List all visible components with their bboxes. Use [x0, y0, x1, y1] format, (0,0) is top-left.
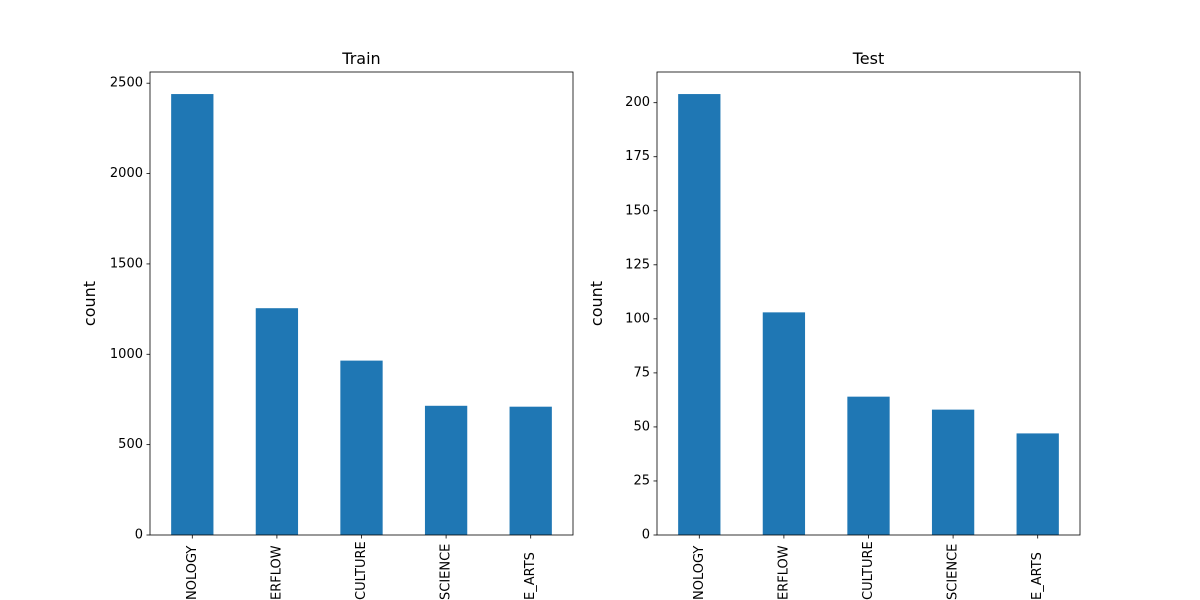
bar-test-5 [1016, 433, 1059, 535]
x-tick-label-test-1: NOLOGY [692, 546, 707, 600]
y-tick-label-test-6: 150 [625, 203, 650, 218]
bar-train-2 [255, 308, 299, 535]
bar-test-4 [931, 409, 975, 535]
x-tick-label-test-4: SCIENCE [946, 544, 961, 600]
y-tick-label-test-5: 125 [625, 257, 650, 272]
bar-train-4 [424, 405, 468, 535]
chart-test: 0 25 50 75 100 125 150 175 200 NOLOGY ERFLOW CULTUR… [587, 49, 1081, 600]
chart-title-train: Train [341, 49, 380, 68]
y-tick-label-test-0: 0 [642, 528, 650, 543]
x-tick-label-train-2: ERFLOW [269, 545, 284, 600]
y-axis-label-test: count [587, 281, 606, 326]
bar-train-1 [171, 94, 214, 536]
y-tick-label-train-3: 1500 [110, 256, 143, 271]
y-tick-label-train-1: 500 [118, 437, 143, 452]
x-tick-label-train-5: E_ARTS [523, 552, 538, 600]
y-tick-label-train-4: 2000 [110, 166, 143, 181]
y-tick-label-test-8: 200 [625, 95, 650, 110]
x-tick-label-train-1: NOLOGY [185, 546, 200, 600]
chart-title-test: Test [852, 49, 885, 68]
y-tick-label-test-4: 100 [625, 311, 650, 326]
y-tick-label-train-0: 0 [135, 528, 143, 543]
x-tick-label-test-3: CULTURE [861, 541, 876, 600]
x-tick-label-train-3: CULTURE [354, 541, 369, 600]
y-tick-label-test-1: 25 [633, 473, 650, 488]
bar-train-3 [340, 360, 383, 535]
x-tick-label-train-4: SCIENCE [439, 544, 454, 600]
y-axis-label-train: count [80, 281, 99, 326]
bar-test-3 [847, 396, 890, 535]
bar-train-5 [509, 406, 552, 535]
y-tick-label-train-5: 2500 [110, 76, 143, 91]
y-tick-label-test-7: 175 [625, 149, 650, 164]
y-tick-label-train-2: 1000 [110, 347, 143, 362]
bar-test-1 [678, 94, 721, 536]
chart-train: 0 500 1000 1500 2000 2500 NOLOGY ERFLOW CULTURE S… [80, 49, 574, 600]
bar-test-2 [762, 312, 806, 535]
y-tick-label-test-2: 50 [633, 419, 650, 434]
x-tick-label-test-5: E_ARTS [1030, 552, 1045, 600]
y-tick-label-test-3: 75 [633, 365, 650, 380]
x-tick-label-test-2: ERFLOW [776, 545, 791, 600]
